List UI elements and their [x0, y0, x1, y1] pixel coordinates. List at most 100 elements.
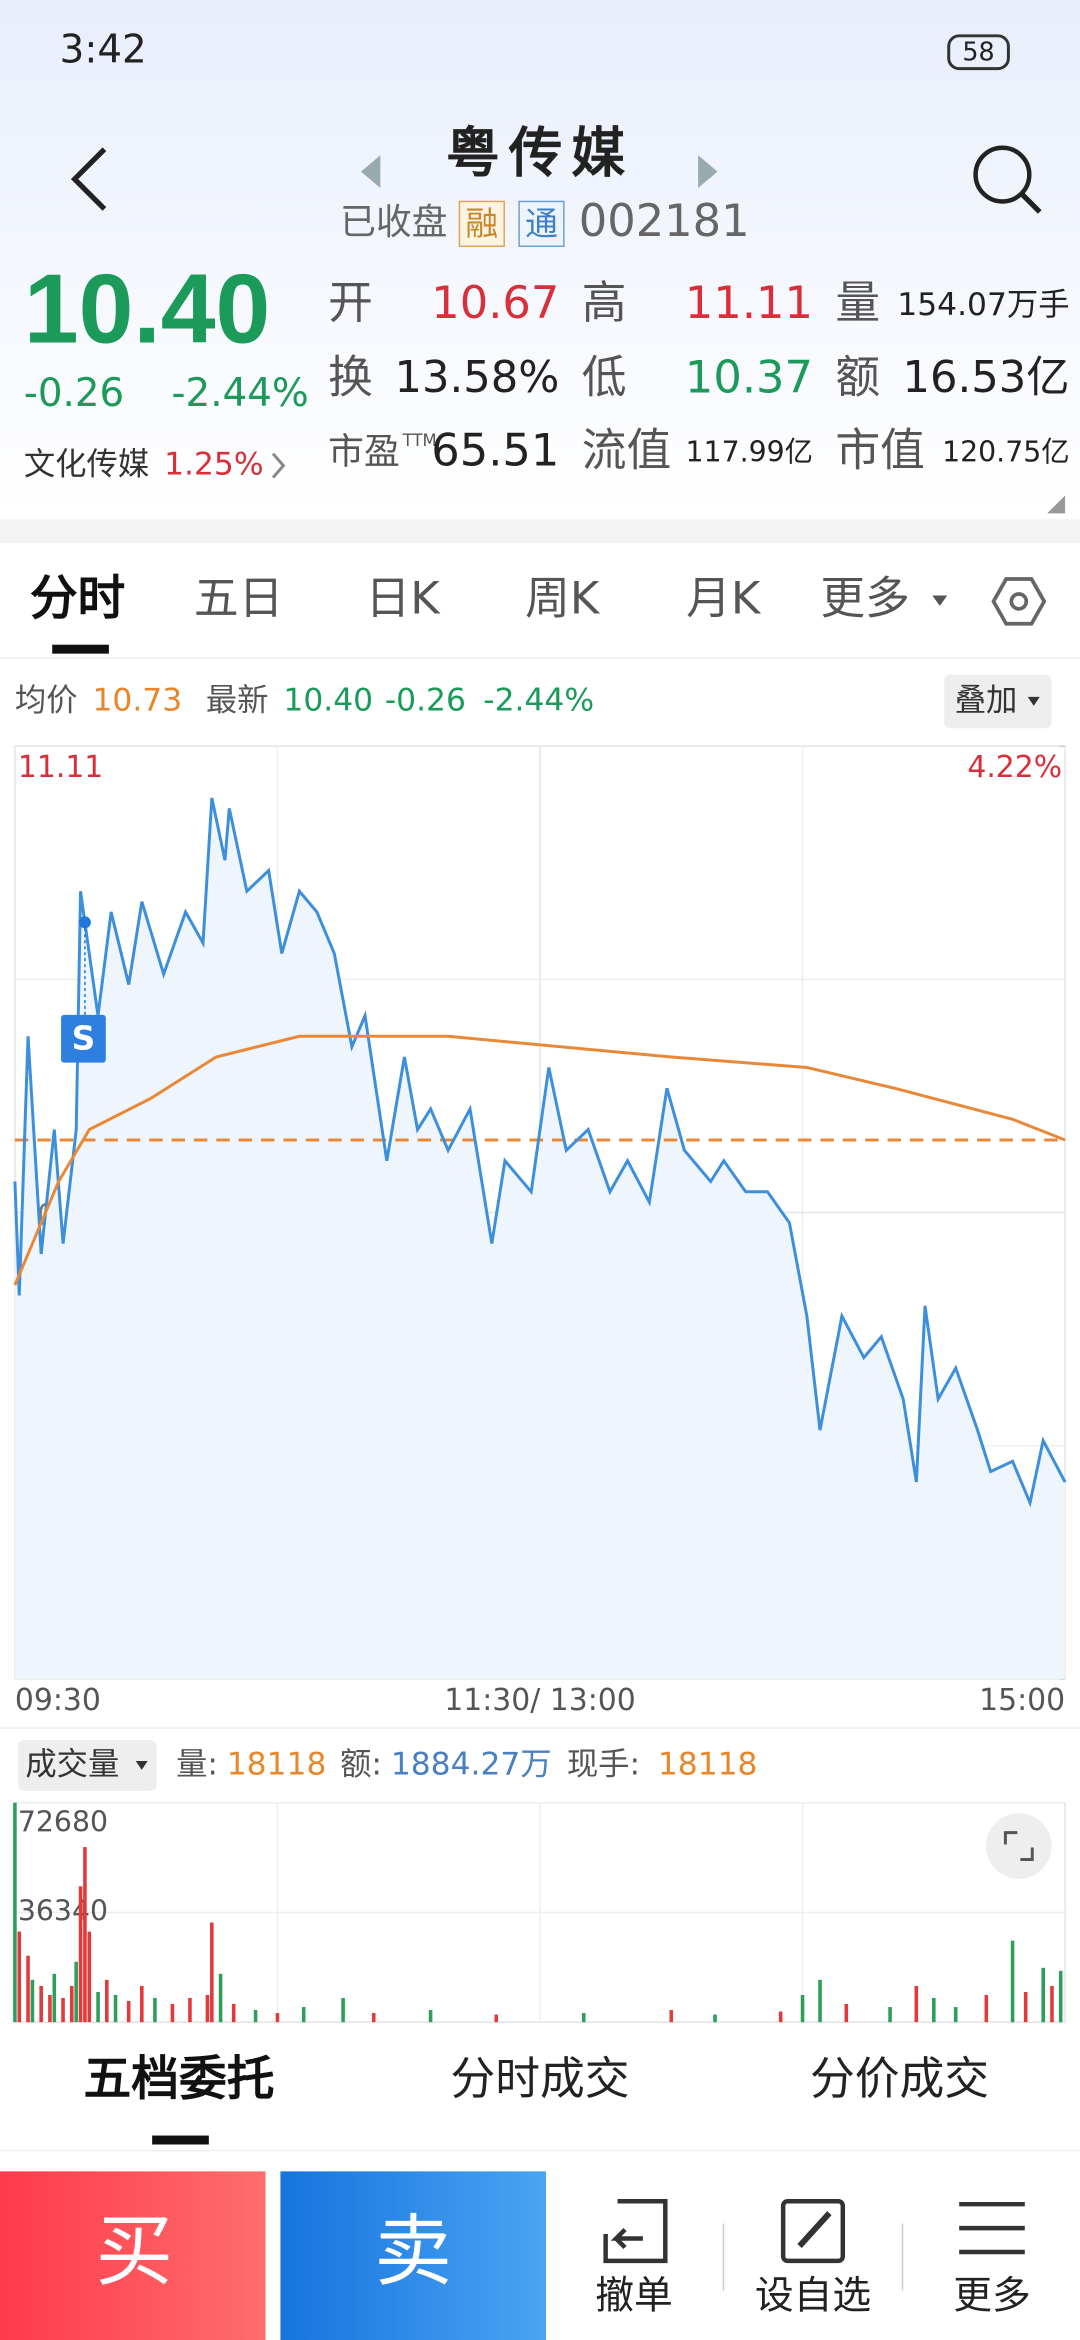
- overlay-label[interactable]: 叠加: [955, 682, 1018, 718]
- volume-bar: [888, 2007, 892, 2023]
- tab[interactable]: 月K: [686, 571, 762, 624]
- header-bg: [0, 0, 1080, 515]
- volume-bar: [17, 1931, 22, 2023]
- field-value: 11.11: [685, 276, 813, 329]
- volume-bar: [932, 1997, 936, 2023]
- overlay-button[interactable]: [944, 674, 1052, 729]
- field-label: 高: [582, 276, 627, 329]
- summary-value: 18118: [658, 1746, 758, 1782]
- field-label: 额: [835, 351, 880, 404]
- badge: 通: [525, 205, 558, 243]
- back-button[interactable]: [70, 147, 107, 211]
- buy-button[interactable]: [0, 2171, 266, 2340]
- volume-bar: [126, 2001, 131, 2023]
- latest-change-pct: -2.44%: [483, 682, 594, 718]
- volume-bar: [113, 1994, 118, 2023]
- volume-bar: [105, 1979, 109, 2023]
- bottom-tab-active[interactable]: 五档委托: [84, 2052, 275, 2107]
- tab[interactable]: 日K: [365, 571, 441, 624]
- volume-bar: [800, 1994, 805, 2023]
- action-label[interactable]: 设自选: [755, 2274, 871, 2319]
- indicator-selector[interactable]: [17, 1740, 157, 1791]
- stock-code: 002181: [579, 194, 750, 247]
- tab[interactable]: 周K: [525, 571, 601, 624]
- action-label[interactable]: 撤单: [595, 2274, 673, 2319]
- volume-bar: [984, 1994, 989, 2023]
- volume-bar: [914, 1985, 919, 2023]
- price-area: [14, 797, 1066, 1679]
- volume-bar: [371, 2013, 376, 2023]
- volume-bar: [140, 1985, 144, 2023]
- expand-corner[interactable]: [1047, 495, 1066, 514]
- more-icon[interactable]: [959, 2201, 1025, 2255]
- buy-label[interactable]: 买: [95, 2207, 173, 2297]
- action-label[interactable]: 更多: [953, 2274, 1031, 2319]
- sell-label[interactable]: 卖: [374, 2207, 452, 2297]
- y2-tick-label: 4.22%: [967, 750, 1062, 785]
- tab[interactable]: 更多: [820, 571, 909, 624]
- cancel-icon[interactable]: [603, 2198, 668, 2264]
- volume-bar: [818, 1979, 822, 2023]
- field-label: 换: [328, 351, 373, 404]
- next-stock[interactable]: [698, 155, 718, 189]
- avg-label: 均价: [15, 682, 78, 718]
- volume-bar: [1023, 1991, 1028, 2023]
- volume-bar: [39, 1985, 43, 2023]
- latest-label: 最新: [206, 682, 269, 718]
- volume-bar: [341, 1997, 345, 2023]
- search-button[interactable]: [973, 145, 1042, 214]
- volume-bar: [844, 2004, 849, 2023]
- trade-marker-box: [61, 1014, 106, 1063]
- tab-indicator: [152, 2135, 209, 2145]
- x-tick-label: 09:30: [15, 1683, 101, 1718]
- last-price: 10.40: [24, 253, 270, 363]
- sell-button[interactable]: [280, 2171, 546, 2340]
- badge: 融: [465, 205, 498, 243]
- volume-bar: [1050, 1985, 1054, 2023]
- volume-bar: [275, 2013, 280, 2023]
- volume-bar: [581, 2013, 586, 2023]
- volume-bar: [52, 1973, 57, 2023]
- indicator-label[interactable]: 成交量: [25, 1746, 119, 1782]
- summary-label: 额:: [340, 1746, 382, 1782]
- price-change: -0.26: [24, 371, 124, 416]
- summary-value: 1884.27万: [391, 1746, 552, 1782]
- bottom-tab[interactable]: 分价成交: [810, 2052, 989, 2105]
- sector-change: 1.25%: [164, 447, 264, 483]
- volume-bar: [713, 2014, 717, 2023]
- tab-active[interactable]: 分时: [30, 571, 125, 626]
- dropdown-arrow: [135, 1760, 148, 1770]
- field-value: 10.37: [685, 351, 813, 404]
- x-tick-label: 11:30/ 13:00: [444, 1683, 635, 1718]
- volume-bar: [30, 1979, 35, 2023]
- tab[interactable]: 五日: [194, 571, 283, 624]
- market-status: 已收盘: [340, 202, 447, 243]
- volume-bar: [153, 1997, 157, 2023]
- status-time: 3:42: [60, 28, 147, 73]
- tab-indicator: [52, 644, 109, 654]
- field-value: 120.75亿: [942, 436, 1069, 469]
- field-label: 流值: [582, 424, 671, 477]
- fullscreen-button[interactable]: [986, 1813, 1052, 1879]
- sector-arrow[interactable]: [271, 452, 286, 479]
- volume-bar: [1058, 1970, 1063, 2023]
- field-value: 10.67: [431, 276, 559, 329]
- latest-change: -0.26: [385, 682, 466, 718]
- field-label-sup: TTM: [402, 431, 437, 450]
- prev-stock[interactable]: [360, 155, 381, 189]
- volume-bar: [953, 2007, 958, 2023]
- settings-button[interactable]: [991, 577, 1047, 626]
- volume-bar: [205, 1994, 210, 2023]
- bottom-tab[interactable]: 分时成交: [451, 2052, 630, 2105]
- volume-bar: [83, 1847, 87, 2023]
- volume-bar: [231, 2004, 236, 2023]
- summary-label: 量:: [176, 1746, 218, 1782]
- sector-name[interactable]: 文化传媒: [24, 447, 149, 483]
- volume-bar: [494, 2014, 499, 2023]
- volume-bar: [1010, 1940, 1015, 2023]
- field-label: 开: [328, 276, 373, 329]
- volume-bar: [74, 1961, 78, 2023]
- watchlist-icon[interactable]: [780, 2198, 846, 2264]
